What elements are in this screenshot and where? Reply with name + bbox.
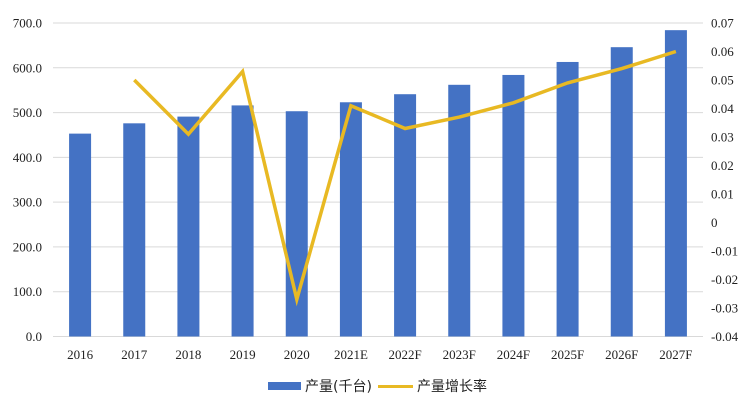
- legend-bar-swatch: [268, 382, 302, 390]
- bar: [448, 84, 471, 337]
- x-axis-tick: 2023F: [443, 347, 476, 362]
- right-axis-tick: 0.06: [711, 44, 734, 59]
- line-series-growth-rate: [133, 49, 677, 307]
- right-y-axis-labels: -0.04 -0.03 -0.02 -0.01 0 0.01 0.02 0.03 0.04 0.0…: [711, 16, 739, 345]
- left-axis-tick: 200.0: [13, 239, 42, 254]
- bar: [177, 116, 200, 337]
- x-axis-labels: 2016 2017 2018 2019 2020 2021E 2022F 2023F 2024F…: [67, 347, 692, 362]
- x-axis-tick: 2022F: [388, 347, 421, 362]
- right-axis-tick: 0: [711, 215, 718, 230]
- right-axis-tick: 0.07: [711, 16, 734, 31]
- bar: [394, 94, 417, 337]
- right-axis-tick: 0.02: [711, 158, 734, 173]
- left-axis-tick: 700.0: [13, 16, 42, 31]
- x-axis-tick: 2016: [67, 347, 94, 362]
- legend-item-production: 产量(千台): [268, 376, 372, 396]
- right-axis-tick: 0.03: [711, 130, 734, 145]
- legend-item-growth-rate: 产量增长率: [377, 376, 487, 396]
- chart-legend: 产量(千台) 产量增长率: [0, 374, 755, 398]
- bar: [123, 123, 146, 337]
- x-axis-tick: 2017: [121, 347, 148, 362]
- right-axis-tick: -0.02: [711, 272, 738, 287]
- right-axis-tick: -0.01: [711, 244, 738, 259]
- left-axis-tick: 100.0: [13, 284, 42, 299]
- left-axis-tick: 0.0: [26, 329, 42, 344]
- right-axis-tick: -0.04: [711, 329, 739, 344]
- bar: [502, 74, 525, 337]
- legend-label-production: 产量(千台): [305, 379, 372, 395]
- gridlines: [53, 22, 703, 337]
- left-y-axis-labels: 0.0 100.0 200.0 300.0 400.0 500.0 600.0 700.0: [13, 16, 42, 345]
- left-axis-tick: 400.0: [13, 150, 42, 165]
- x-axis-tick: 2024F: [497, 347, 530, 362]
- x-axis-tick: 2019: [230, 347, 256, 362]
- bar: [610, 47, 633, 337]
- legend-label-growth-rate: 产量增长率: [416, 379, 487, 395]
- bar: [339, 102, 362, 337]
- x-axis-tick: 2021E: [334, 347, 368, 362]
- bar: [231, 105, 254, 337]
- left-axis-tick: 300.0: [13, 195, 42, 210]
- left-axis-tick: 500.0: [13, 105, 42, 120]
- x-axis-tick: 2018: [175, 347, 201, 362]
- x-axis-tick: 2025F: [551, 347, 584, 362]
- x-axis-tick: 2020: [284, 347, 310, 362]
- x-axis-tick: 2027F: [659, 347, 692, 362]
- right-axis-tick: -0.03: [711, 301, 738, 316]
- bar-series-production: [69, 30, 687, 337]
- x-axis-tick: 2026F: [605, 347, 638, 362]
- bar: [556, 61, 579, 337]
- right-axis-tick: 0.04: [711, 101, 734, 116]
- left-axis-tick: 600.0: [13, 60, 42, 75]
- bar: [664, 30, 687, 337]
- growth-rate-line: [133, 49, 677, 307]
- right-axis-tick: 0.05: [711, 73, 734, 88]
- right-axis-tick: 0.01: [711, 187, 734, 202]
- bar: [69, 133, 92, 337]
- legend-line-swatch: [377, 384, 413, 388]
